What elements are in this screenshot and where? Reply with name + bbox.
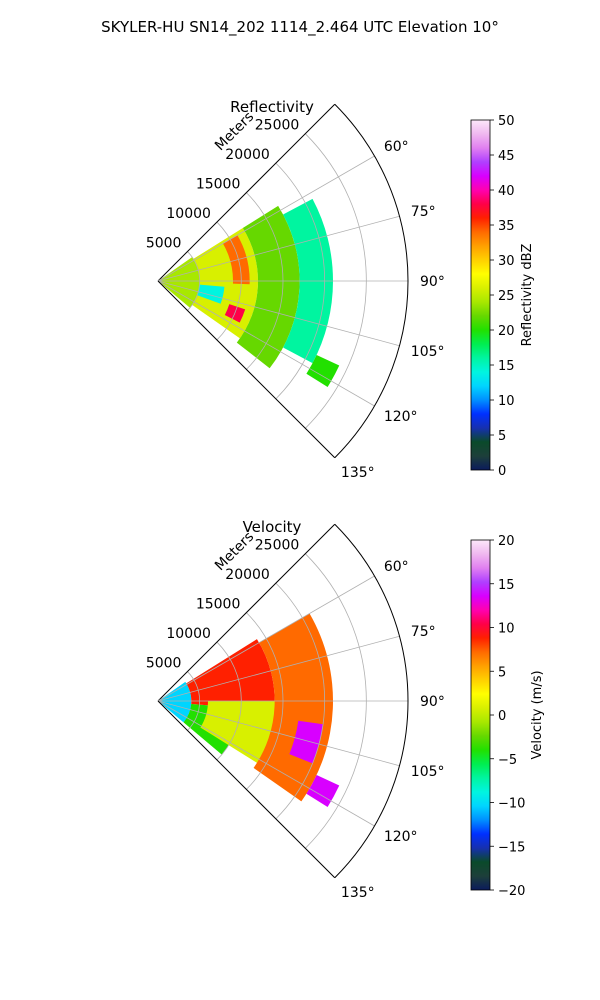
- radar-data-layer: [158, 613, 340, 807]
- radar-region: [158, 257, 200, 308]
- colorbar-tick-label: 10: [498, 394, 515, 409]
- colorbar-gradient: [470, 539, 491, 891]
- azimuth-spoke: [157, 215, 400, 282]
- polar-grid: [157, 103, 409, 459]
- range-tick-label: 25000: [255, 538, 300, 554]
- reflectivity-panel: Reflectivity 5000 10000 15000 20000 25000 60°…: [146, 98, 445, 481]
- colorbar-tick-label: 0: [498, 709, 506, 724]
- radar-region: [306, 354, 340, 387]
- colorbar-tick-label: −5: [498, 753, 517, 768]
- range-tick-label: 20000: [225, 147, 270, 163]
- polar-axis-labels: 5000 10000 15000 20000 25000 60° 75° 90° 105° 120…: [146, 118, 445, 481]
- colorbar-label: Velocity (m/s): [530, 670, 545, 759]
- colorbar-tick-label: 15: [498, 359, 515, 374]
- azimuth-tick-label: 90°: [420, 694, 445, 710]
- range-tick-label: 10000: [166, 626, 211, 642]
- range-tick-label: 10000: [166, 206, 211, 222]
- azimuth-tick-label: 120°: [384, 829, 418, 845]
- velocity-colorbar: −20 −15 −10 −5 0 5 10 15 20 Velocity (m/s): [470, 534, 545, 899]
- colorbar-tick-label: 10: [498, 622, 515, 637]
- sector-edge: [157, 700, 336, 879]
- colorbar-ticks: 0 5 10 15 20 25 30 35 40 45 50: [490, 114, 515, 479]
- radar-region: [289, 720, 324, 764]
- colorbar-tick-label: −15: [498, 840, 525, 855]
- figure-suptitle: SKYLER-HU SN14_202 1114_2.464 UTC Elevat…: [101, 18, 499, 37]
- colorbar-tick-label: 45: [498, 149, 515, 164]
- azimuth-spoke: [157, 700, 400, 767]
- radar-region: [158, 681, 192, 723]
- azimuth-tick-label: 120°: [384, 409, 418, 425]
- panel-title: Reflectivity: [230, 98, 314, 116]
- range-tick-label: 5000: [146, 236, 182, 252]
- radar-data-layer: [158, 198, 340, 387]
- colorbar-tick-label: 5: [498, 665, 506, 680]
- velocity-panel: Velocity 5000 10000 15000 20000 25000 60° 75° 9…: [146, 518, 445, 901]
- range-tick-label: 5000: [146, 656, 182, 672]
- radar-region: [236, 205, 300, 369]
- sector-edge: [157, 280, 336, 459]
- azimuth-tick-label: 105°: [411, 344, 445, 360]
- colorbar-tick-label: 0: [498, 464, 506, 479]
- polar-grid: [157, 523, 409, 879]
- azimuth-spoke: [157, 635, 400, 702]
- sector-edge: [157, 103, 336, 282]
- azimuth-tick-label: 60°: [384, 559, 409, 575]
- range-tick-label: 20000: [225, 567, 270, 583]
- colorbar-tick-label: 20: [498, 324, 515, 339]
- colorbar-label: Reflectivity dBZ: [520, 244, 535, 347]
- colorbar-tick-label: 40: [498, 184, 515, 199]
- radar-region: [306, 774, 340, 807]
- azimuth-spoke: [157, 575, 375, 702]
- colorbar-gradient: [470, 119, 491, 471]
- azimuth-spoke: [157, 155, 375, 282]
- azimuth-spoke: [157, 280, 400, 347]
- colorbar-tick-label: −10: [498, 797, 525, 812]
- sector-outline: [334, 523, 409, 879]
- sector-outline: [334, 103, 409, 459]
- colorbar-tick-label: 15: [498, 578, 515, 593]
- range-tick-label: 15000: [196, 177, 241, 193]
- range-tick-label: 25000: [255, 118, 300, 134]
- colorbar-tick-label: 50: [498, 114, 515, 129]
- azimuth-tick-label: 135°: [341, 465, 375, 481]
- polar-axis-labels: 5000 10000 15000 20000 25000 60° 75° 90° 105° 120…: [146, 538, 445, 901]
- azimuth-tick-label: 135°: [341, 885, 375, 901]
- reflectivity-colorbar: 0 5 10 15 20 25 30 35 40 45 50 Reflectivity dBZ: [470, 114, 535, 479]
- radar-region: [197, 284, 225, 304]
- colorbar-tick-label: 30: [498, 254, 515, 269]
- range-tick-label: 15000: [196, 597, 241, 613]
- panel-title: Velocity: [243, 518, 302, 536]
- colorbar-tick-label: 5: [498, 429, 506, 444]
- azimuth-spoke: [157, 280, 375, 407]
- colorbar-ticks: −20 −15 −10 −5 0 5 10 15 20: [490, 534, 525, 899]
- azimuth-tick-label: 75°: [411, 204, 436, 220]
- azimuth-tick-label: 75°: [411, 624, 436, 640]
- colorbar-tick-label: 35: [498, 219, 515, 234]
- sector-edge: [157, 523, 336, 702]
- azimuth-tick-label: 90°: [420, 274, 445, 290]
- azimuth-spoke: [157, 700, 375, 827]
- azimuth-tick-label: 105°: [411, 764, 445, 780]
- colorbar-tick-label: 25: [498, 289, 515, 304]
- colorbar-tick-label: 20: [498, 534, 515, 549]
- azimuth-tick-label: 60°: [384, 139, 409, 155]
- colorbar-tick-label: −20: [498, 884, 525, 899]
- radar-region: [186, 639, 275, 712]
